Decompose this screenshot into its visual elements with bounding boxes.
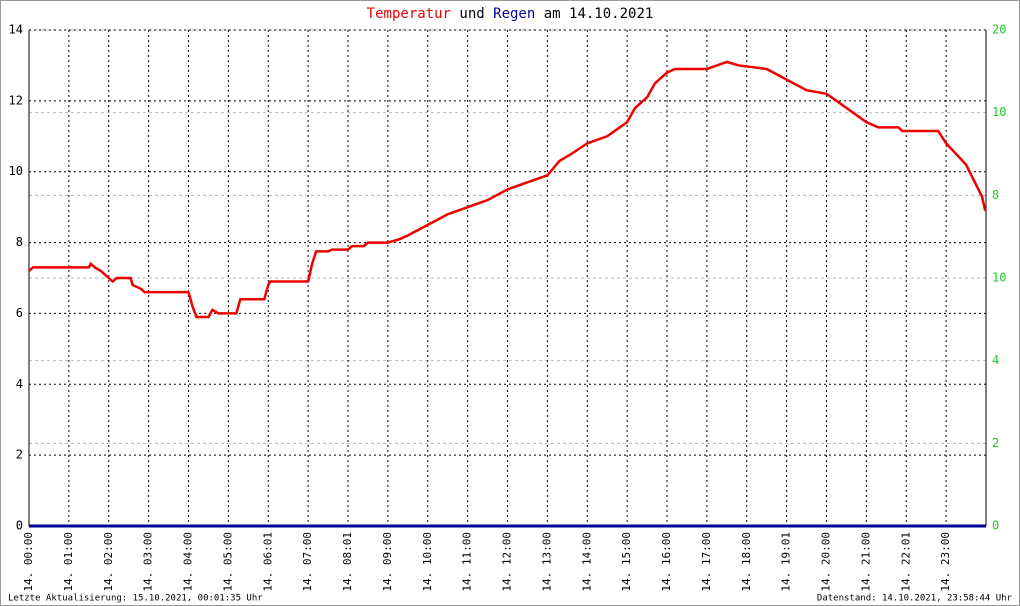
y-tick-label: 12 [9,93,23,107]
y-tick-label: 14 [9,23,23,37]
y2-tick-label: 10 [992,105,1006,119]
x-tick-label: 14. 15:00 [620,532,633,592]
x-tick-label: 14. 20:00 [820,532,833,592]
y2-tick-label: 0 [992,519,999,533]
y2-tick-label: 8 [992,188,999,202]
footer-left: Letzte Aktualisierung: 15.10.2021, 00:01… [8,594,263,604]
x-tick-label: 14. 18:00 [740,532,753,592]
x-tick-label: 14. 13:00 [540,532,553,592]
x-tick-label: 14. 16:00 [660,532,673,592]
x-tick-label: 14. 04:00 [182,532,195,592]
x-tick-label: 14. 12:00 [501,532,514,592]
y2-tick-label: 2 [992,436,999,450]
x-tick-label: 14. 10:00 [421,532,434,592]
x-tick-label: 14. 11:00 [461,532,474,592]
x-tick-label: 14. 01:00 [62,532,75,592]
x-tick-label: 14. 23:00 [939,532,952,592]
y-tick-label: 0 [16,519,23,533]
x-tick-label: 14. 09:00 [381,532,394,592]
y-tick-label: 6 [16,306,23,320]
x-tick-label: 14. 19:01 [780,532,793,592]
x-tick-label: 14. 07:00 [301,532,314,592]
x-tick-label: 14. 22:01 [899,532,912,592]
x-tick-label: 14. 05:00 [221,532,234,592]
title-part: am 14.10.2021 [544,6,654,22]
y2-tick-label: 20 [992,23,1006,37]
chart-title: Temperatur und Regen am 14.10.2021 [367,6,654,22]
x-tick-label: 14. 08:01 [341,532,354,592]
x-tick-label: 14. 17:00 [700,532,713,592]
y-tick-label: 10 [9,164,23,178]
x-tick-label: 14. 06:01 [261,532,274,592]
x-tick-label: 14. 14:00 [580,532,593,592]
title-part: und [459,6,484,22]
x-tick-label: 14. 02:00 [102,532,115,592]
x-tick-label: 14. 03:00 [142,532,155,592]
title-part: Temperatur [367,6,451,22]
x-tick-label: 14. 00:00 [22,532,35,592]
y2-tick-label: 4 [992,353,999,367]
y-tick-label: 2 [16,448,23,462]
y-tick-label: 4 [16,377,23,391]
series-line [28,60,987,319]
x-tick-label: 14. 21:00 [859,532,872,592]
y-tick-label: 8 [16,235,23,249]
title-part: Regen [493,6,535,22]
footer-right: Datenstand: 14.10.2021, 23:58:44 Uhr [817,594,1013,604]
y2-tick-label: 10 [992,271,1006,285]
